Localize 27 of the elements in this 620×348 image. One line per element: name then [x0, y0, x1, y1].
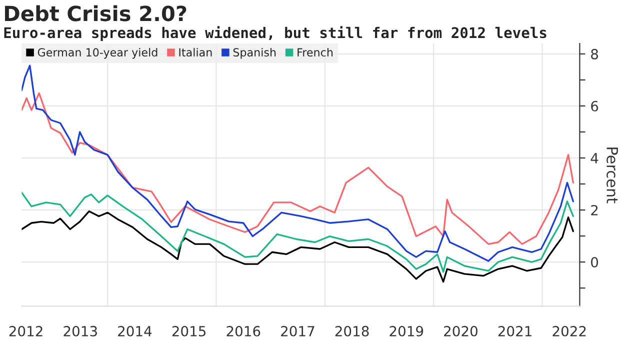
x-tick-label: 2014 [118, 326, 152, 336]
legend-label: Italian [179, 48, 212, 57]
y-tick-label: 2 [591, 204, 598, 216]
line-series [22, 92, 574, 245]
x-tick-label: 2018 [335, 326, 369, 336]
x-tick-label: 2020 [444, 326, 478, 336]
x-tick-label: 2016 [226, 326, 260, 336]
y-tick-label: 8 [591, 48, 598, 60]
legend-label: French [298, 48, 333, 57]
y-tick-label: 6 [591, 100, 598, 112]
line-series [22, 192, 574, 273]
chart-title: Debt Crisis 2.0? [5, 5, 186, 22]
y-tick-label: 4 [590, 153, 598, 164]
x-tick-label: 2015 [172, 326, 206, 336]
line-series [22, 64, 574, 262]
legend-label: German 10-year yield [38, 48, 158, 59]
y-axis-title: Percent [606, 148, 618, 204]
x-tick-label: 2017 [281, 326, 314, 336]
chart-subtitle: Euro-area spreads have widened, but still far from 2012 levels [4, 26, 546, 41]
line-series [22, 210, 574, 283]
x-tick-label: 2022 [552, 326, 586, 336]
x-tick-label: 2012 [9, 326, 42, 336]
y-tick-label: 0 [591, 256, 598, 268]
x-tick-label: 2021 [498, 326, 532, 336]
x-tick-label: 2019 [390, 326, 424, 336]
legend-label: Spanish [233, 48, 276, 59]
x-tick-label: 2013 [64, 326, 97, 336]
